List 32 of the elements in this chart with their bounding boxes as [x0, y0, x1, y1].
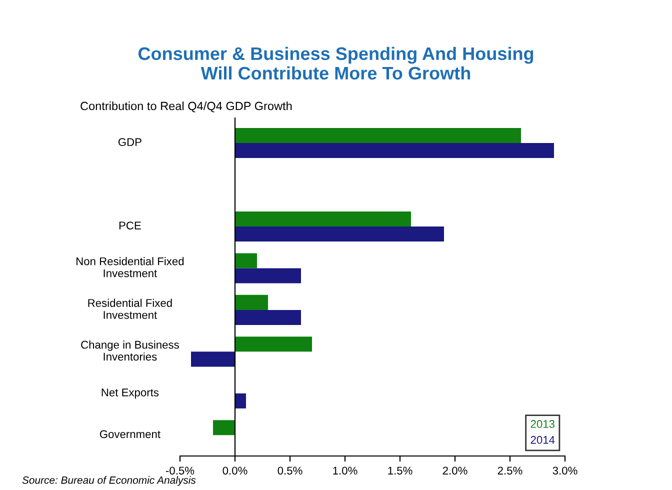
x-tick-label: 1.5% [388, 466, 412, 475]
bar [235, 336, 312, 352]
y-tick-label: Change in Business Inventories [81, 340, 179, 361]
x-tick-label: 0.0% [222, 466, 248, 475]
x-tick-label: 2.0% [442, 466, 468, 475]
y-tick-label: GDP [118, 138, 142, 146]
bar [235, 268, 301, 284]
bar [191, 352, 235, 367]
y-tick-label: PCE [119, 222, 141, 230]
chart-title: Consumer & Business Spending And Housing Will Contribute More To Growth [138, 46, 534, 80]
chart-subtitle: Contribution to Real Q4/Q4 GDP Growth [80, 102, 292, 112]
x-tick-label: 1.0% [333, 466, 358, 475]
source-note: Source: Bureau of Economic Analysis [22, 476, 196, 486]
y-tick-label: Net Exports [102, 388, 159, 399]
text: 2014 [530, 436, 555, 444]
x-tick-label: 2.5% [498, 466, 522, 475]
bar [235, 310, 301, 325]
y-tick-label: Residential Fixed Investment [88, 298, 172, 319]
bar [235, 393, 246, 408]
bar [213, 420, 235, 436]
text: 2013 [530, 420, 555, 428]
bar [235, 226, 444, 242]
bar [235, 211, 411, 226]
y-tick-label: Government [100, 430, 160, 438]
bar [235, 294, 268, 310]
x-tick-label: -0.5% [166, 466, 194, 475]
x-tick-label: 0.5% [278, 466, 302, 475]
bar [235, 128, 521, 144]
bar [235, 143, 554, 158]
y-tick-label: Non Residential Fixed Investment [76, 257, 184, 278]
bar [235, 253, 257, 268]
x-tick-label: 3.0% [552, 466, 578, 475]
